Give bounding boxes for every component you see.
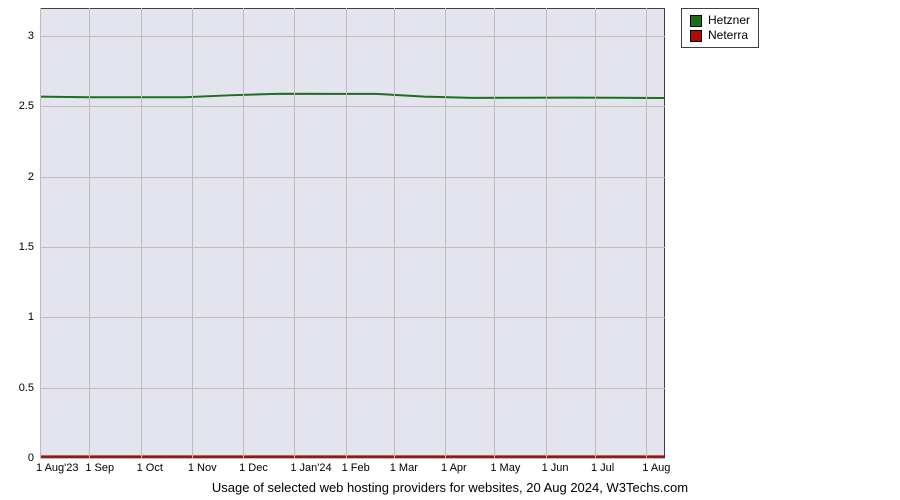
legend-label: Hetzner [708,13,750,28]
legend-label: Neterra [708,28,748,43]
x-tick-label: 1 Mar [390,462,418,474]
grid-line-vertical [546,8,547,458]
grid-line-horizontal [40,36,665,37]
x-tick-label: 1 Feb [342,462,370,474]
grid-line-vertical [40,8,41,458]
grid-line-vertical [445,8,446,458]
x-tick-label: 1 Sep [85,462,114,474]
x-tick-label: 1 Aug [642,462,670,474]
grid-line-horizontal [40,458,665,459]
grid-line-vertical [346,8,347,458]
caption: Usage of selected web hosting providers … [0,480,900,495]
legend-item: Hetzner [690,13,750,28]
y-tick-label: 2.5 [19,100,34,112]
x-tick-label: 1 Dec [239,462,268,474]
x-tick-label: 1 Oct [137,462,163,474]
x-tick-label: 1 Nov [188,462,217,474]
plot-area: 00.511.522.531 Aug'231 Sep1 Oct1 Nov1 De… [40,8,665,458]
y-tick-label: 1.5 [19,241,34,253]
grid-line-horizontal [40,106,665,107]
grid-line-vertical [89,8,90,458]
legend-swatch [690,15,702,27]
legend-item: Neterra [690,28,750,43]
grid-line-horizontal [40,388,665,389]
grid-line-vertical [646,8,647,458]
x-tick-label: 1 Aug'23 [36,462,78,474]
y-tick-label: 0.5 [19,382,34,394]
x-tick-label: 1 Jul [591,462,614,474]
x-tick-label: 1 Apr [441,462,467,474]
series-lines [40,8,665,458]
grid-line-horizontal [40,177,665,178]
grid-line-horizontal [40,317,665,318]
grid-line-vertical [243,8,244,458]
legend-swatch [690,30,702,42]
grid-line-vertical [192,8,193,458]
y-tick-label: 1 [28,311,34,323]
grid-line-vertical [394,8,395,458]
caption-text: Usage of selected web hosting providers … [212,480,688,495]
grid-line-vertical [294,8,295,458]
chart-container: 0 0.5 1 1.5 2 2.5 3 1 Aug'23 1 Sep 1 Oct 1 Nov 1 De… [0,0,900,500]
x-tick-label: 1 Jan'24 [290,462,331,474]
x-tick-label: 1 May [490,462,520,474]
x-tick-label: 1 Jun [542,462,569,474]
grid-line-vertical [141,8,142,458]
y-tick-label: 3 [28,30,34,42]
grid-line-vertical [494,8,495,458]
grid-line-horizontal [40,247,665,248]
y-tick-label: 2 [28,171,34,183]
y-tick-label: 0 [28,452,34,464]
legend: HetznerNeterra [681,8,759,48]
series-line-hetzner [40,94,665,98]
grid-line-vertical [595,8,596,458]
